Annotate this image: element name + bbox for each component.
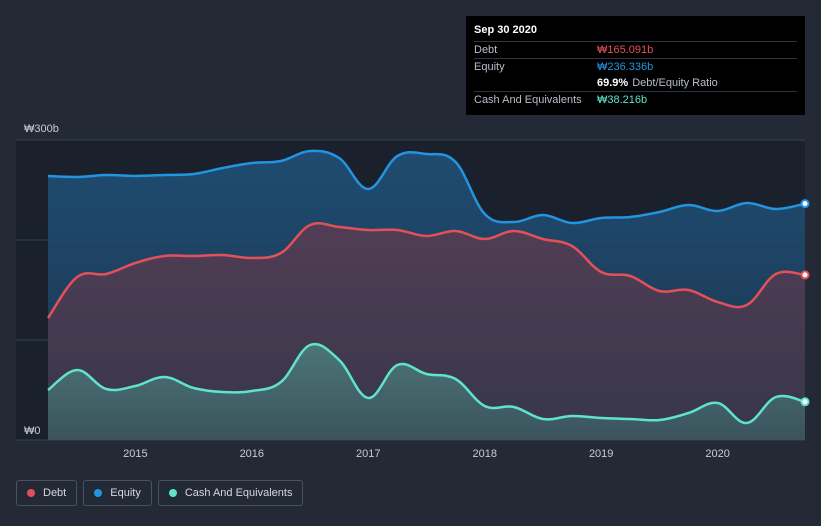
y-tick-label: ₩0	[24, 425, 41, 437]
legend-equity[interactable]: Equity	[83, 480, 152, 506]
debt-line	[46, 221, 806, 319]
cash-area	[48, 344, 805, 440]
tooltip-ratio-value: 69.9%	[597, 77, 629, 89]
legend-debt-label: Debt	[43, 487, 67, 499]
legend-equity-label: Equity	[110, 487, 141, 499]
cash-end-marker	[800, 397, 810, 407]
tooltip-ratio-label: Debt/Equity Ratio	[632, 77, 718, 89]
equity-line	[47, 149, 806, 225]
equity-dot-icon	[94, 489, 103, 497]
tooltip-ratio-row: 69.9% Debt/Equity Ratio	[474, 75, 797, 91]
legend-debt[interactable]: Debt	[16, 480, 78, 506]
y-tick-labels: ₩300b ₩0	[24, 123, 59, 437]
tooltip-cash-value: ₩38.216b	[597, 94, 648, 106]
end-markers	[800, 199, 810, 407]
debt-dot-icon	[27, 489, 35, 497]
tooltip: Sep 30 2020 Debt ₩165.091b Equity ₩236.3…	[466, 16, 805, 115]
legend-cash[interactable]: Cash And Equivalents	[157, 480, 304, 506]
x-tick-label: 2019	[589, 448, 613, 460]
legend-cash-label: Cash And Equivalents	[184, 487, 293, 499]
legend: Debt Equity Cash And Equivalents	[16, 480, 304, 506]
tooltip-debt-row: Debt ₩165.091b	[474, 41, 797, 58]
debt-end-marker	[800, 270, 810, 280]
tooltip-cash-row: Cash And Equivalents ₩38.216b	[474, 91, 797, 108]
tooltip-equity-value: ₩236.336b	[597, 61, 654, 73]
series-lines	[46, 149, 806, 425]
tooltip-equity-row: Equity ₩236.336b	[474, 58, 797, 75]
y-tick-label: ₩300b	[24, 123, 59, 135]
x-tick-label: 2015	[123, 448, 147, 460]
tooltip-cash-label: Cash And Equivalents	[474, 94, 582, 106]
x-tick-label: 2020	[705, 448, 729, 460]
tooltip-debt-value: ₩165.091b	[597, 44, 654, 56]
x-tick-label: 2018	[472, 448, 496, 460]
x-tick-labels: 2015 2016 2017 2018 2019 2020	[123, 448, 730, 460]
tooltip-debt-label: Debt	[474, 44, 498, 56]
series-areas	[48, 150, 805, 440]
x-tick-label: 2017	[356, 448, 380, 460]
x-tick-label: 2016	[240, 448, 264, 460]
debt-area	[48, 223, 805, 440]
tooltip-equity-label: Equity	[474, 61, 505, 73]
cash-line	[47, 342, 806, 425]
equity-end-marker	[800, 199, 810, 209]
tooltip-date: Sep 30 2020	[474, 24, 537, 36]
cash-dot-icon	[168, 489, 177, 497]
